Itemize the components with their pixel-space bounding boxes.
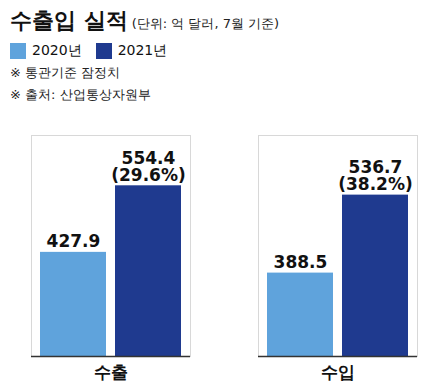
svg-text:388.5: 388.5 [274,252,328,272]
html-text:2020년: 2020년 [32,42,82,58]
html-text:2021년: 2021년 [117,42,168,58]
svg-text:수입: 수입 [321,362,355,382]
svg-text:수출: 수출 [94,362,128,382]
html-text:※ 출처: 산업통상자원부: ※ 출처: 산업통상자원부 [10,87,151,102]
svg-text:427.9: 427.9 [47,231,101,251]
html-text:※ 통관기준 잠정치: ※ 통관기준 잠정치 [10,65,121,80]
html-text:수출입 실적(단위: 억 달러, 7월 기준): 수출입 실적(단위: 억 달러, 7월 기준) [10,8,280,33]
svg-text:536.7(38.2%): 536.7(38.2%) [338,157,413,194]
svg-text:554.4(29.6%): 554.4(29.6%) [111,148,186,185]
